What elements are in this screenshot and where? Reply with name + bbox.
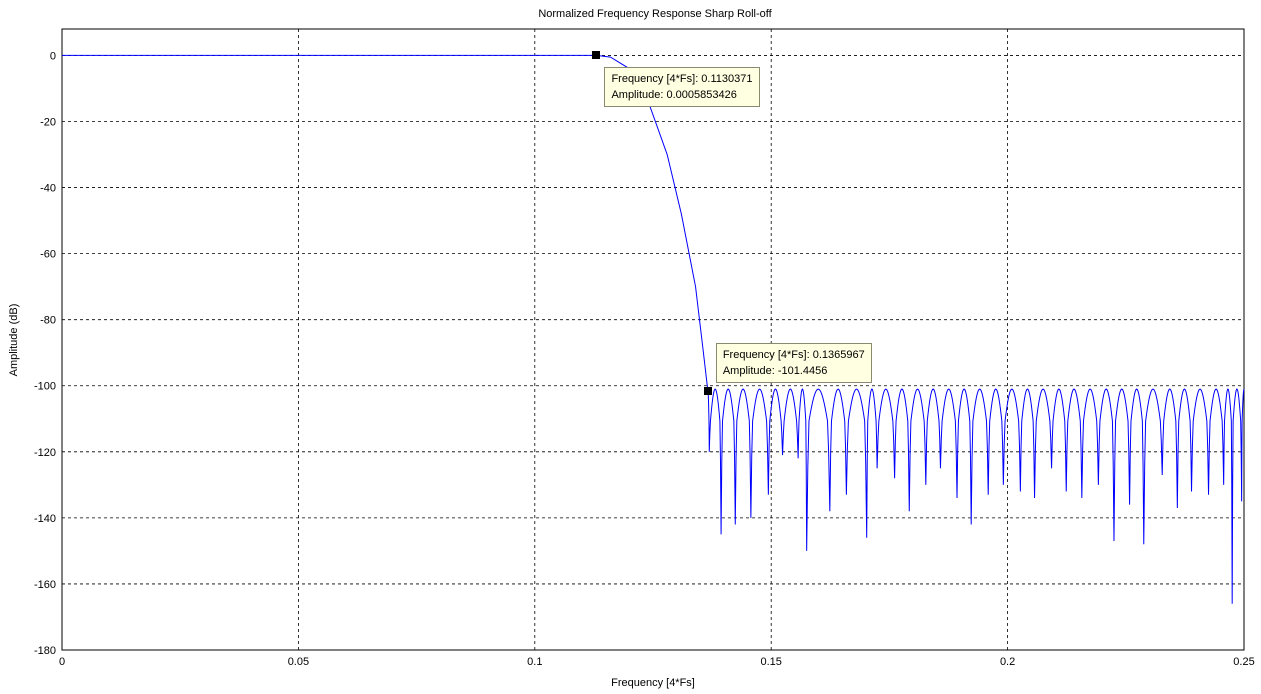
x-tick-label: 0.2 bbox=[1000, 656, 1015, 668]
x-tick-label: 0.1 bbox=[527, 656, 542, 668]
x-tick-label: 0 bbox=[59, 656, 65, 668]
y-tick-label: -40 bbox=[40, 183, 56, 195]
datatip-marker-stopband[interactable] bbox=[703, 386, 712, 395]
datatip-amplitude: Amplitude: -101.4456 bbox=[722, 364, 828, 377]
datatip-marker-passband[interactable] bbox=[592, 51, 601, 60]
chart-title: Normalized Frequency Response Sharp Roll… bbox=[538, 8, 772, 20]
x-tick-labels: 0 0.05 0.1 0.15 0.2 0.25 bbox=[59, 656, 1255, 668]
plot-area bbox=[61, 28, 1245, 651]
y-tick-label: -20 bbox=[40, 116, 56, 128]
y-tick-label: 0 bbox=[50, 50, 56, 62]
y-tick-labels: 0 -20 -40 -60 -80 -100 -120 -140 -160 -180 bbox=[34, 50, 56, 657]
datatip-frequency: Frequency [4*Fs]: 0.1365967 bbox=[722, 348, 865, 361]
x-axis-label: Frequency [4*Fs] bbox=[611, 677, 695, 689]
y-tick-label: -80 bbox=[40, 315, 56, 327]
y-axis-label: Amplitude (dB) bbox=[8, 304, 20, 377]
grid-lines bbox=[62, 29, 1244, 651]
y-tick-label: -60 bbox=[40, 249, 56, 261]
y-tick-label: -100 bbox=[34, 381, 56, 393]
y-tick-label: -140 bbox=[34, 513, 56, 525]
datatip-frequency: Frequency [4*Fs]: 0.1130371 bbox=[611, 73, 753, 86]
y-tick-label: -160 bbox=[34, 579, 56, 591]
x-tick-label: 0.15 bbox=[760, 656, 781, 668]
datatip-stopband-edge[interactable]: Frequency [4*Fs]: 0.1365967 Amplitude: -… bbox=[715, 342, 872, 383]
datatip-amplitude: Amplitude: 0.0005853426 bbox=[611, 89, 737, 102]
datatip-passband-edge[interactable]: Frequency [4*Fs]: 0.1130371 Amplitude: 0… bbox=[604, 67, 760, 108]
y-tick-label: -180 bbox=[34, 645, 56, 657]
x-tick-label: 0.05 bbox=[288, 656, 309, 668]
y-tick-label: -120 bbox=[34, 447, 56, 459]
x-tick-label: 0.25 bbox=[1233, 656, 1254, 668]
response-curve bbox=[62, 54, 1245, 604]
